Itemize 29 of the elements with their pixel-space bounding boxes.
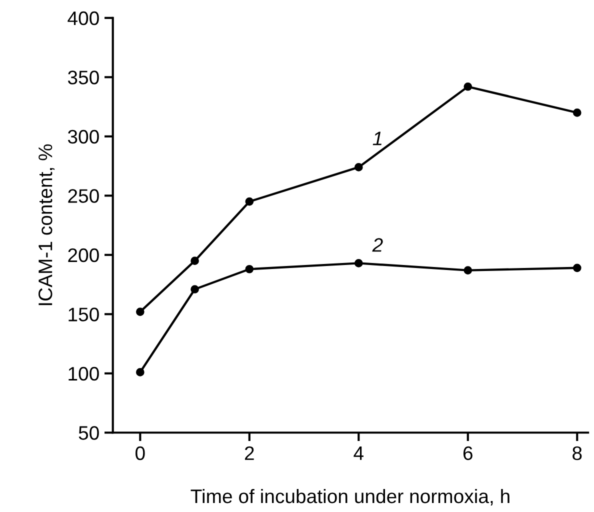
x-tick-label: 2 [244, 446, 254, 460]
series-label: 1 [372, 132, 382, 146]
y-tick-label: 50 [78, 426, 99, 440]
y-tick-label: 400 [68, 11, 99, 26]
point [464, 266, 472, 274]
point [354, 163, 363, 172]
x-tick-label: 0 [136, 446, 145, 460]
y-tick-label: 150 [68, 308, 99, 322]
point [190, 285, 199, 294]
series-label: 2 [372, 238, 383, 252]
point [245, 264, 254, 274]
point [190, 256, 199, 265]
point [464, 82, 472, 91]
y-axis-title: ICAM-1 content, % [38, 144, 55, 306]
point [572, 108, 582, 117]
point [245, 197, 254, 206]
x-tick-label: 6 [463, 446, 472, 460]
y-tick-label: 250 [68, 189, 99, 203]
point [572, 264, 582, 272]
y-tick-label: 200 [68, 248, 99, 262]
y-tick-label: 100 [68, 366, 99, 381]
x-axis-title: Time of incubation under normoxia, h [190, 488, 510, 506]
y-tick-label: 350 [68, 70, 99, 84]
point [136, 308, 144, 316]
x-tick-label: 4 [354, 446, 364, 460]
x-tick-label: 8 [572, 446, 582, 460]
point [136, 368, 144, 376]
point [354, 259, 363, 268]
y-tick-label: 300 [68, 130, 99, 144]
